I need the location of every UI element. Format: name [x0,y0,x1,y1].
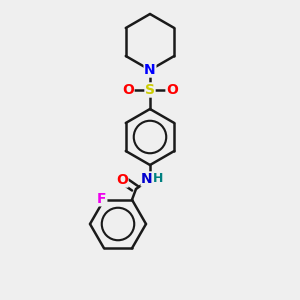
Text: N: N [144,63,156,77]
Text: S: S [145,83,155,97]
Text: N: N [141,172,153,186]
Text: O: O [116,173,128,187]
Text: F: F [97,192,107,206]
Text: O: O [122,83,134,97]
Text: O: O [166,83,178,97]
Text: H: H [153,172,163,185]
